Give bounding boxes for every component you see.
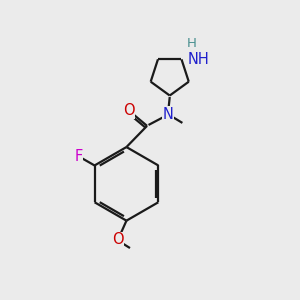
Text: O: O (123, 103, 135, 118)
Text: H: H (187, 38, 197, 50)
Text: O: O (112, 232, 123, 247)
Text: N: N (163, 107, 174, 122)
Text: NH: NH (188, 52, 209, 67)
Text: F: F (74, 148, 83, 164)
